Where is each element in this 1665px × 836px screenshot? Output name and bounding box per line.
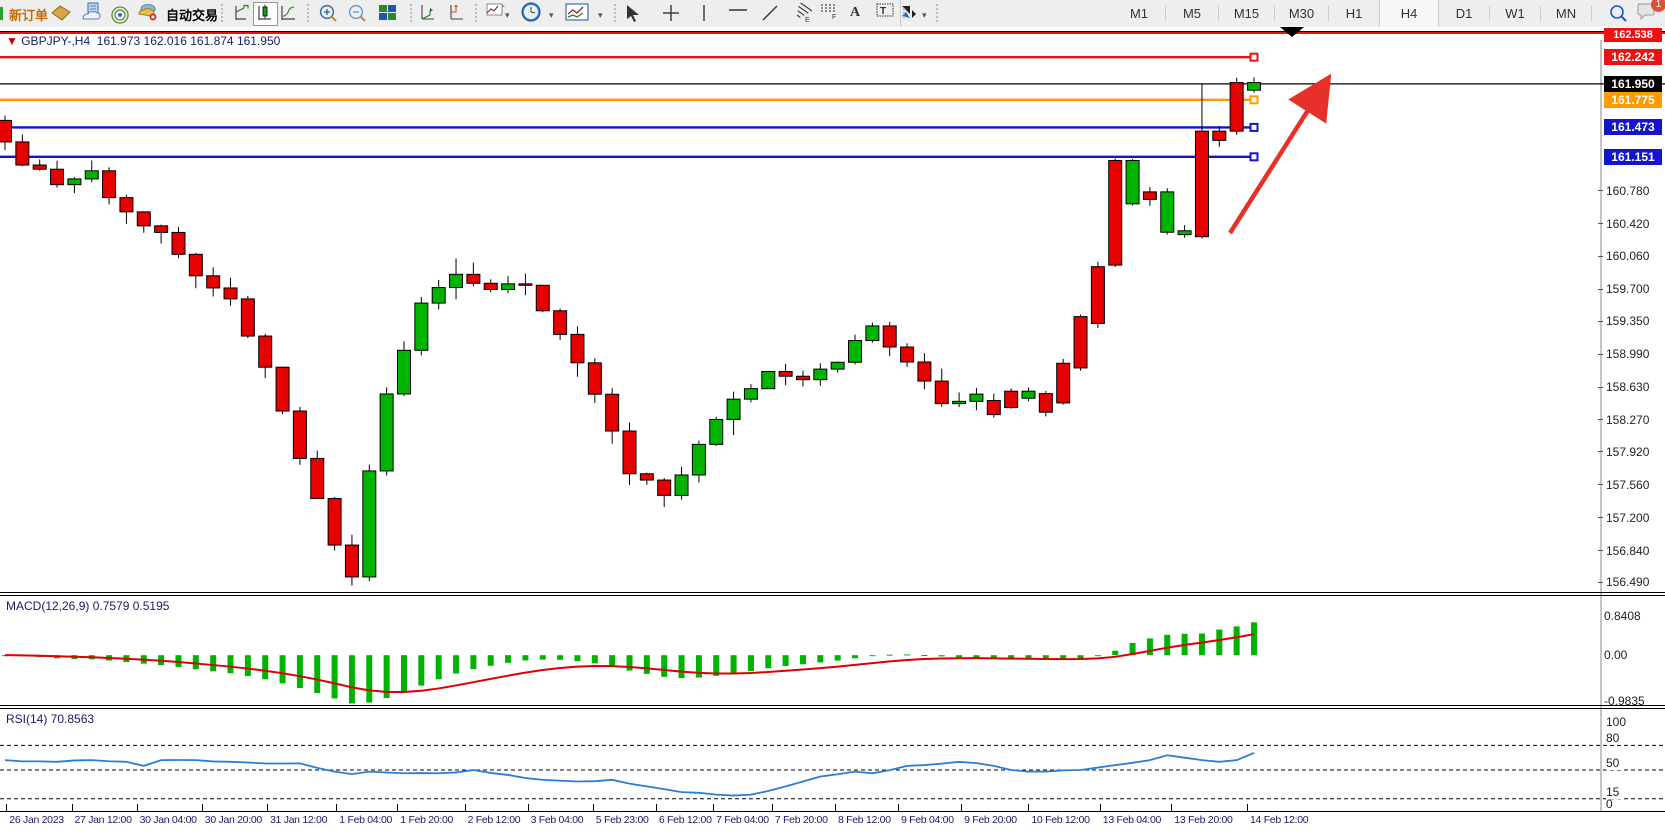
svg-text:T: T (880, 6, 886, 17)
svg-text:F: F (832, 14, 836, 19)
svg-text:E: E (805, 17, 810, 22)
